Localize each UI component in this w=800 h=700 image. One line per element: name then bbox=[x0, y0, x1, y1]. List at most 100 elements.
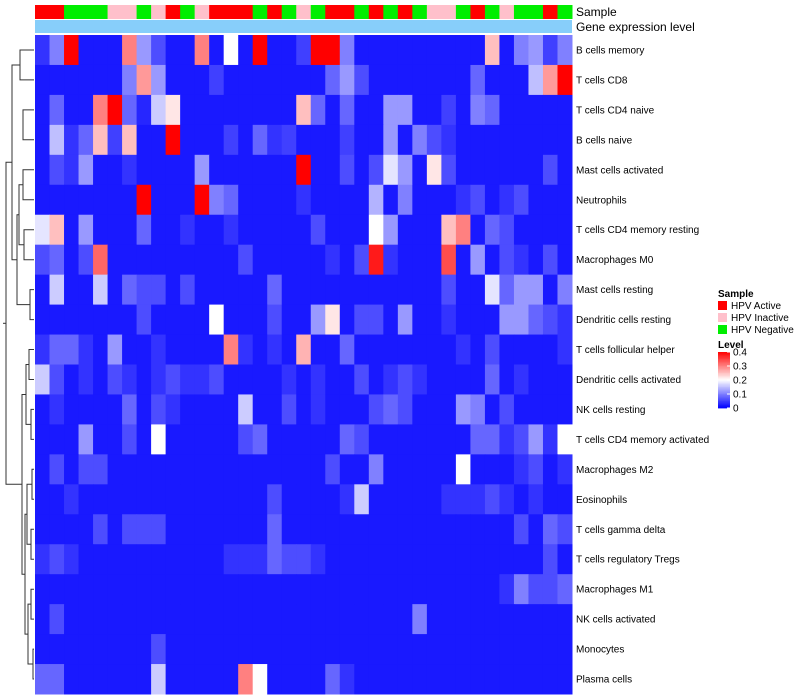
heatmap-cell bbox=[78, 454, 94, 485]
heatmap-cell bbox=[441, 484, 457, 515]
heatmap-cell bbox=[310, 634, 326, 665]
sample-cell-21 bbox=[339, 5, 355, 19]
heatmap-cell bbox=[513, 35, 529, 66]
sample-cell-35 bbox=[542, 5, 558, 19]
heatmap-cell bbox=[252, 154, 268, 186]
heatmap-cell bbox=[151, 214, 167, 246]
sample-legend: Sample HPV Active HPV Inactive HPV Negat… bbox=[718, 289, 794, 336]
heatmap-cell bbox=[484, 484, 500, 515]
heatmap-cell bbox=[310, 574, 326, 605]
heatmap-cell bbox=[426, 35, 442, 66]
heatmap-cell bbox=[107, 574, 123, 605]
heatmap-cell bbox=[180, 334, 196, 365]
row-label: T cells CD4 memory activated bbox=[576, 435, 709, 446]
heatmap-cell bbox=[165, 124, 181, 156]
heatmap-cell bbox=[354, 604, 370, 635]
heatmap-cell bbox=[484, 544, 500, 575]
heatmap-cell bbox=[397, 634, 413, 665]
heatmap-cell bbox=[93, 394, 109, 425]
heatmap-cell bbox=[223, 64, 239, 96]
heatmap-cell bbox=[238, 184, 254, 216]
heatmap-cell bbox=[35, 424, 51, 455]
heatmap-cell bbox=[296, 304, 312, 336]
row-label: T cells CD4 memory resting bbox=[576, 225, 699, 236]
heatmap-cell bbox=[455, 64, 471, 96]
heatmap-cell bbox=[238, 634, 254, 665]
heatmap-cell bbox=[426, 214, 442, 246]
heatmap-cell bbox=[455, 154, 471, 186]
heatmap-cell bbox=[542, 634, 558, 665]
heatmap-cell bbox=[209, 484, 225, 515]
heatmap-cell bbox=[107, 274, 123, 306]
heatmap-cell bbox=[78, 154, 94, 186]
heatmap-cell bbox=[209, 334, 225, 365]
heatmap-cell bbox=[49, 364, 65, 395]
heatmap-cell bbox=[122, 514, 138, 545]
heatmap-cell bbox=[35, 364, 51, 395]
heatmap-cell bbox=[93, 514, 109, 545]
row-label: T cells gamma delta bbox=[576, 525, 666, 536]
heatmap-cell bbox=[325, 124, 341, 156]
legend-label-hpv-negative: HPV Negative bbox=[731, 325, 794, 336]
heatmap-cell bbox=[368, 454, 384, 485]
legend-swatch-hpv-inactive bbox=[718, 313, 727, 322]
heatmap-cell bbox=[412, 154, 428, 186]
heatmap-cell bbox=[557, 424, 573, 455]
heatmap-cell bbox=[281, 304, 297, 336]
heatmap-cell bbox=[267, 454, 283, 485]
heatmap-cell bbox=[325, 334, 341, 365]
heatmap-cell bbox=[354, 574, 370, 605]
heatmap-cell bbox=[252, 454, 268, 485]
heatmap-cell bbox=[180, 214, 196, 246]
level-gradient-strip bbox=[718, 387, 730, 389]
heatmap-cell bbox=[455, 364, 471, 395]
heatmap-cell bbox=[499, 64, 515, 96]
heatmap-cell bbox=[441, 634, 457, 665]
level-gradient-strip bbox=[718, 403, 730, 406]
heatmap-cell bbox=[354, 514, 370, 545]
heatmap-cell bbox=[122, 334, 138, 365]
heatmap-cell bbox=[194, 514, 210, 545]
heatmap-cell bbox=[209, 574, 225, 605]
sample-annotation-bar bbox=[35, 5, 573, 19]
level-gradient-strip bbox=[718, 389, 730, 392]
heatmap-cell bbox=[296, 664, 312, 695]
heatmap-cell bbox=[455, 35, 471, 66]
heatmap-cell bbox=[252, 424, 268, 455]
heatmap-cell bbox=[397, 364, 413, 395]
heatmap-cell bbox=[64, 64, 80, 96]
heatmap-cell bbox=[107, 664, 123, 695]
heatmap-cell bbox=[426, 664, 442, 695]
sample-cell-24 bbox=[383, 5, 399, 19]
heatmap-cell bbox=[354, 214, 370, 246]
heatmap-cell bbox=[267, 124, 283, 156]
heatmap-cell bbox=[64, 634, 80, 665]
heatmap-cell bbox=[354, 64, 370, 96]
heatmap-cell bbox=[122, 124, 138, 156]
heatmap-cell bbox=[557, 184, 573, 216]
heatmap-cell bbox=[194, 424, 210, 455]
heatmap-cell bbox=[180, 154, 196, 186]
heatmap-cell bbox=[296, 454, 312, 485]
heatmap-cell bbox=[557, 544, 573, 575]
heatmap-cell bbox=[49, 514, 65, 545]
heatmap-cell bbox=[151, 574, 167, 605]
heatmap-cell bbox=[325, 634, 341, 665]
heatmap-cell bbox=[64, 394, 80, 425]
heatmap-cell bbox=[557, 484, 573, 515]
heatmap-cell bbox=[180, 664, 196, 695]
heatmap-cell bbox=[441, 544, 457, 575]
dendrogram-branch bbox=[30, 528, 34, 560]
heatmap-cell bbox=[223, 574, 239, 605]
heatmap-cell bbox=[528, 664, 544, 695]
heatmap-cell bbox=[281, 184, 297, 216]
heatmap-cell bbox=[383, 364, 399, 395]
heatmap-cell bbox=[281, 424, 297, 455]
heatmap-cell bbox=[542, 94, 558, 126]
heatmap-cell bbox=[267, 334, 283, 365]
heatmap-cell bbox=[122, 424, 138, 455]
heatmap-cell bbox=[35, 94, 51, 126]
heatmap-cell bbox=[136, 454, 152, 485]
heatmap-cell bbox=[513, 334, 529, 365]
heatmap-cell bbox=[49, 154, 65, 186]
